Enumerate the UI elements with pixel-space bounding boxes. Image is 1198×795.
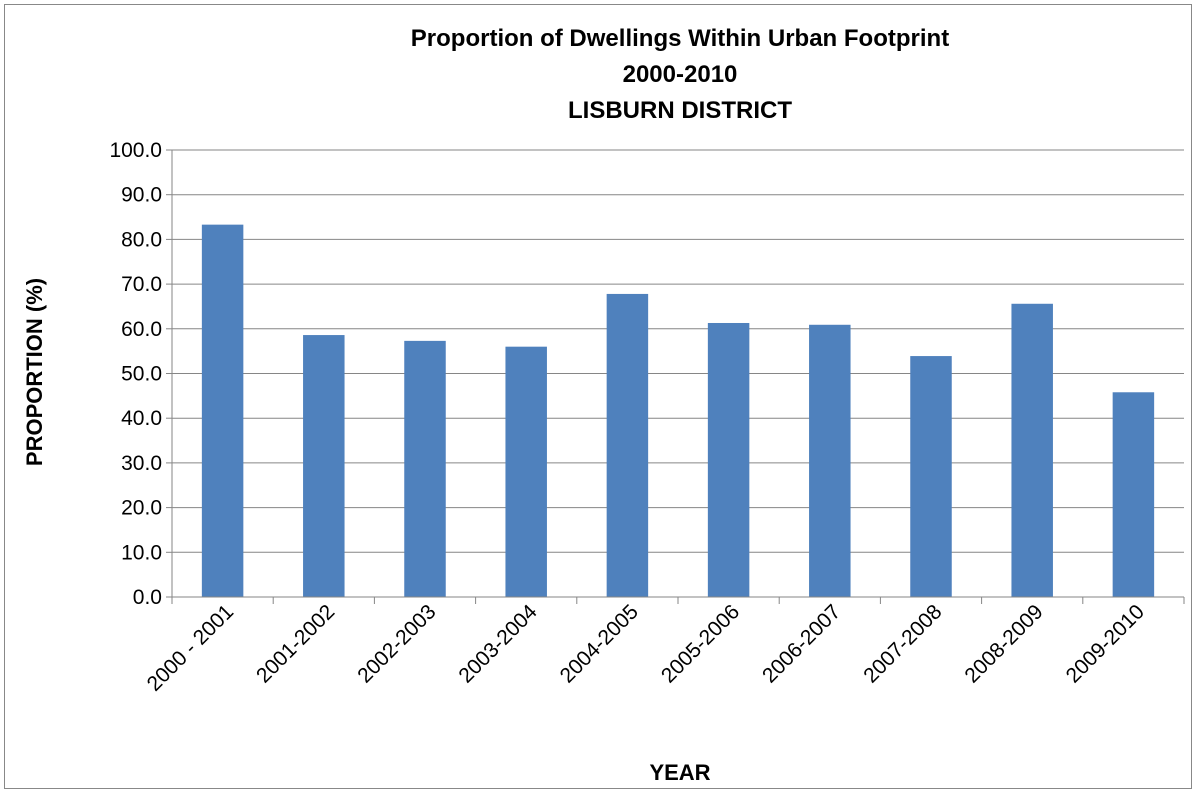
bar: [201, 224, 244, 598]
chart-title-line-2: 2000-2010: [623, 61, 738, 88]
y-tick-label: 0.0: [133, 586, 162, 609]
chart-title-line-1: Proportion of Dwellings Within Urban Foo…: [411, 25, 949, 52]
bar: [303, 335, 345, 597]
chart-title: Proportion of Dwellings Within Urban Foo…: [411, 25, 949, 124]
bar: [606, 293, 649, 597]
bar: [910, 356, 952, 597]
x-tick-label: 2002-2003: [353, 600, 440, 687]
bars: [201, 224, 1155, 598]
y-tick-label: 60.0: [121, 318, 162, 341]
axes: [166, 149, 1185, 604]
x-tick-labels: 2000 - 2001 2001-2002 2002-2003 2003-2004 20…: [143, 600, 1149, 696]
x-axis-label: YEAR: [649, 760, 710, 785]
x-tick-label: 2006-2007: [758, 600, 845, 687]
bar: [707, 322, 750, 597]
x-tick-label: 2009-2010: [1062, 600, 1149, 687]
chart-title-line-3: LISBURN DISTRICT: [568, 97, 792, 124]
y-tick-label: 30.0: [121, 452, 162, 475]
y-tick-label: 50.0: [121, 363, 162, 386]
bar: [1112, 392, 1155, 597]
x-tick-label: 2005-2006: [657, 600, 744, 687]
x-tick-label: 2004-2005: [556, 600, 643, 687]
y-axis-label: PROPORTION (%): [22, 278, 47, 466]
y-tick-label: 10.0: [121, 541, 162, 564]
x-tick-label: 2001-2002: [252, 600, 339, 687]
bar: [404, 340, 446, 597]
x-tick-label: 2008-2009: [960, 600, 1047, 687]
y-tick-label: 90.0: [121, 184, 162, 207]
bar: [809, 324, 851, 597]
x-tick-label: 2003-2004: [454, 600, 542, 688]
bar: [1011, 303, 1053, 597]
y-tick-label: 20.0: [121, 497, 162, 520]
y-tick-labels: 0.0 10.0 20.0 30.0 40.0 50.0 60.0 70.0 80.0 90.0 1…: [109, 139, 162, 609]
y-tick-label: 80.0: [121, 228, 162, 251]
y-tick-label: 100.0: [109, 139, 162, 162]
x-tick-label: 2000 - 2001: [143, 600, 239, 696]
x-tick-label: 2007-2008: [859, 600, 946, 687]
y-tick-label: 40.0: [121, 407, 162, 430]
bar: [505, 346, 547, 597]
y-tick-label: 70.0: [121, 273, 162, 296]
